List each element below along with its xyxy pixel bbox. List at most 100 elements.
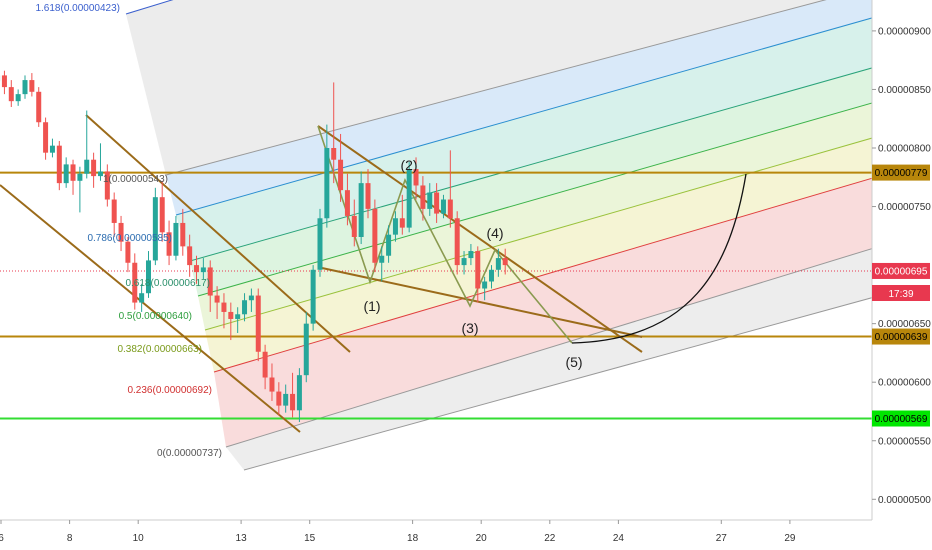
candle-body-26[interactable] [173,222,179,256]
candle-body-50[interactable] [338,159,344,191]
candle-body-28[interactable] [187,246,193,266]
candle-body-53[interactable] [358,183,364,237]
candle-body-65[interactable] [440,199,446,214]
candle-body-49[interactable] [331,148,337,160]
fib-line-1[interactable] [165,0,900,176]
candle-body-63[interactable] [427,192,433,209]
candle-body-17[interactable] [111,199,117,223]
candle-body-27[interactable] [180,222,186,247]
candle-body-36[interactable] [242,300,248,315]
candle-body-1[interactable] [1,75,7,88]
candle-body-56[interactable] [379,255,385,263]
price-axis[interactable]: 0.00000900 0.00000850 0.00000800 0.00000750… [871,0,932,550]
fib-band-gray-upper [126,0,825,175]
candle-body-51[interactable] [344,190,350,216]
candle-body-37[interactable] [248,295,254,301]
candle-body-59[interactable] [399,218,405,228]
candle-body-58[interactable] [392,218,398,235]
fib-line-lower[interactable] [243,290,900,471]
candle-body-20[interactable] [132,262,138,303]
candle-body-42[interactable] [283,393,289,406]
fib-line-0[interactable] [225,240,900,448]
candle-body-29[interactable] [194,265,200,273]
fib-line-0236[interactable] [213,170,900,373]
candle-body-21[interactable] [139,293,145,303]
candle-body-4[interactable] [22,80,28,95]
candle-body-41[interactable] [276,391,282,406]
candle-body-48[interactable] [324,148,330,219]
candle-body-16[interactable] [104,171,110,200]
fib-line-0786[interactable] [175,10,900,216]
y-tick-label-5: 0.00000600 [878,378,931,389]
candle-body-34[interactable] [228,311,234,319]
candle-body-10[interactable] [63,164,69,184]
trendline-lower-descending[interactable] [0,184,301,433]
candle-body-31[interactable] [207,267,213,296]
candle-body-12[interactable] [77,173,83,181]
candle-body-44[interactable] [296,375,302,411]
candle-body-5[interactable] [29,80,35,92]
candle-body-2[interactable] [8,87,14,102]
candle-body-11[interactable] [70,164,76,181]
candle-body-8[interactable] [49,145,55,153]
candle-body-24[interactable] [159,197,165,233]
candle-body-72[interactable] [488,269,494,282]
candle-body-62[interactable] [420,185,426,209]
x-tick-label-10: 29 [784,533,796,544]
wedge-upper-line[interactable] [317,125,643,353]
candle-body-68[interactable] [461,258,467,266]
candle-body-64[interactable] [434,192,440,214]
candle-body-74[interactable] [502,258,508,266]
fib-line-0618[interactable] [189,60,900,262]
candle-body-33[interactable] [221,302,227,312]
candle-body-69[interactable] [468,251,474,259]
candle-body-6[interactable] [36,91,42,123]
candle-body-30[interactable] [200,267,206,273]
candle-body-3[interactable] [15,94,21,102]
fib-label-0786: 0.786(0.00000585) [87,233,172,244]
candle-body-13[interactable] [84,159,90,174]
candle-body-67[interactable] [454,218,460,266]
candle-body-9[interactable] [56,145,62,184]
candle-body-25[interactable] [166,232,172,256]
x-tick-label-0: 6 [0,533,4,544]
fib-labels: 1.618(0.00000423) 1(0.00000543) 0.786(0.… [35,3,222,459]
candle-body-46[interactable] [310,269,316,324]
candle-body-40[interactable] [269,377,275,392]
fib-line-05[interactable] [197,95,900,297]
fib-line-0382[interactable] [204,130,900,331]
wave-labels: (1) (2) (3) (4) (5) [363,157,582,370]
candle-body-57[interactable] [386,234,392,256]
candle-body-61[interactable] [413,169,419,186]
candle-body-52[interactable] [351,215,357,237]
candle-body-60[interactable] [406,169,412,228]
candle-body-23[interactable] [152,197,158,261]
countdown-text: 17:39 [888,289,913,300]
candle-body-22[interactable] [145,260,151,294]
candle-body-38[interactable] [255,295,261,352]
candle-body-19[interactable] [125,241,131,263]
fib-label-0236: 0.236(0.00000692) [127,385,212,396]
wedge-lower-line[interactable] [321,267,643,338]
candle-body-39[interactable] [262,351,268,378]
candle-body-71[interactable] [482,281,488,289]
candle-body-15[interactable] [97,171,103,177]
candle-body-54[interactable] [365,183,371,209]
time-axis[interactable]: 6 8 10 13 15 18 20 22 24 27 29 [0,519,872,550]
candle-body-7[interactable] [43,122,49,153]
candle-body-70[interactable] [475,251,481,289]
candle-body-14[interactable] [91,159,97,177]
candle-body-18[interactable] [118,222,124,242]
price-badge-label-2: 0.00000639 [875,332,928,343]
candle-body-43[interactable] [290,393,296,411]
candle-body-47[interactable] [317,218,323,270]
candle-body-45[interactable] [303,323,309,376]
candle-body-35[interactable] [235,314,241,319]
projection-curve[interactable] [571,173,747,344]
candle-body-73[interactable] [495,258,501,270]
candle-body-32[interactable] [214,295,220,303]
candle-body-55[interactable] [372,208,378,263]
candle-body-66[interactable] [447,199,453,219]
elliott-wave-path[interactable] [317,125,573,344]
